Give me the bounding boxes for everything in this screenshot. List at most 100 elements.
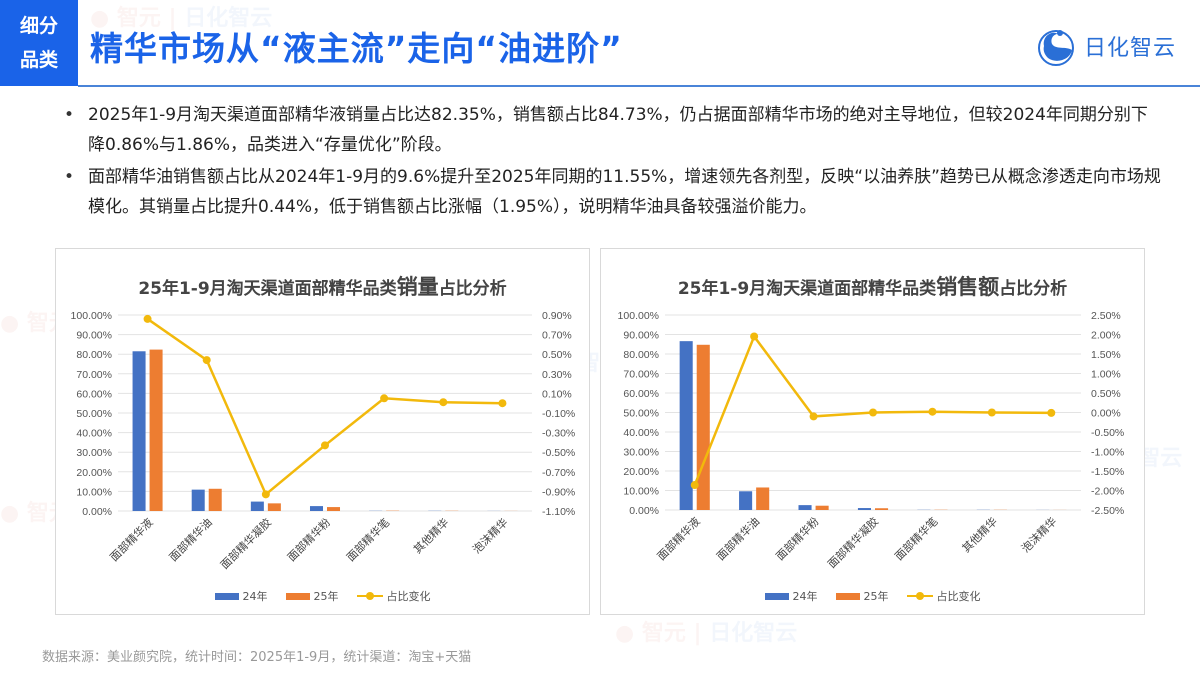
y-right-tick: 0.90% — [542, 310, 572, 322]
legend-label: 25年 — [313, 590, 339, 603]
y-right-tick: 0.10% — [542, 388, 572, 400]
legend-line-icon — [356, 592, 383, 600]
sales-amount-chart: 25年1-9月淘天渠道面部精华品类销售额占比分析 100.00% 2.50% 90.… — [600, 248, 1145, 615]
y-left-tick: 30.00% — [623, 447, 659, 459]
logo-icon — [1038, 30, 1074, 66]
x-category-label: 其他精华 — [410, 515, 451, 556]
y-right-tick: -0.50% — [1091, 427, 1124, 439]
chart-title-post: 占比分析 — [999, 279, 1068, 299]
category-tag: 细分 品类 — [0, 0, 78, 86]
chart-plot: 100.00% 0.90% 90.00% 0.70% 80.00% 0.50% 70.00%… — [71, 310, 576, 572]
bullet-item: • 面部精华油销售额占比从2024年1-9月的9.6%提升至2025年同期的11… — [62, 162, 1162, 222]
line-point — [498, 399, 507, 408]
chart-title-pre: 25年1-9月淘天渠道面部精华品类 — [138, 279, 397, 299]
y-right-tick: 0.30% — [542, 369, 572, 381]
chart-title-pre: 25年1-9月淘天渠道面部精华品类 — [677, 279, 937, 299]
x-category-label: 面部精华液 — [654, 514, 703, 563]
x-category-label: 面部精华粉 — [773, 514, 822, 563]
bar-25年 — [267, 503, 281, 511]
line-point — [750, 332, 759, 341]
x-category-label: 面部精华油 — [713, 514, 762, 563]
logo: 日化智云 — [1034, 24, 1176, 68]
bullet-text: 2025年1-9月淘天渠道面部精华液销量占比达82.35%，销售额占比84.73… — [88, 105, 1148, 155]
chart-title: 25年1-9月淘天渠道面部精华品类销售额占比分析 — [601, 271, 1144, 301]
bullet-dot-icon: • — [64, 105, 75, 125]
bar-24年 — [132, 351, 146, 511]
header: 细分 品类 精华市场从“液主流”走向“油进阶” 日化智云 — [0, 0, 1200, 87]
bullet-text: 面部精华油销售额占比从2024年1-9月的9.6%提升至2025年同期的11.5… — [88, 167, 1161, 217]
y-right-tick: 1.00% — [1091, 369, 1121, 381]
line-point — [690, 481, 699, 490]
line-point — [261, 490, 270, 499]
category-tag-line2: 品类 — [19, 49, 58, 71]
legend-label: 24年 — [242, 590, 268, 603]
watermark: ● 智元 | 日化智云 — [615, 621, 798, 646]
legend-swatch-icon — [764, 592, 789, 600]
chart-title-emphasis: 销售额 — [936, 275, 1000, 299]
line-point — [1047, 408, 1056, 417]
sales-volume-chart: 25年1-9月淘天渠道面部精华品类销量占比分析 100.00% 0.90% 90.0… — [55, 248, 590, 615]
y-left-tick: 80.00% — [76, 349, 112, 361]
y-right-tick: 0.70% — [542, 330, 572, 342]
y-right-tick: -0.90% — [542, 486, 575, 498]
y-right-tick: -0.70% — [542, 467, 575, 479]
legend-label: 25年 — [863, 590, 889, 603]
bar-25年 — [327, 507, 341, 511]
y-right-tick: -2.50% — [1091, 505, 1124, 517]
y-right-tick: 0.50% — [1091, 388, 1121, 400]
legend-item-25: 25年 — [285, 588, 339, 604]
y-right-tick: -1.50% — [1091, 466, 1124, 478]
x-category-label: 面部精华凝胶 — [217, 515, 274, 572]
line-point — [202, 356, 211, 365]
legend-label: 占比变化 — [386, 590, 431, 603]
legend-line-icon — [906, 592, 933, 600]
legend-swatch-icon — [285, 592, 310, 600]
y-left-tick: 100.00% — [618, 310, 659, 322]
y-right-tick: -2.00% — [1091, 486, 1124, 498]
line-point — [143, 314, 152, 323]
header-divider — [78, 85, 1200, 87]
y-left-tick: 10.00% — [76, 486, 112, 498]
logo-text: 日化智云 — [1084, 36, 1177, 61]
bar-25年 — [149, 349, 163, 511]
line-point — [321, 441, 329, 450]
legend-swatch-icon — [214, 592, 239, 600]
y-left-tick: 20.00% — [76, 467, 112, 479]
y-left-tick: 60.00% — [76, 388, 112, 400]
y-left-tick: 0.00% — [82, 506, 112, 518]
legend-swatch-icon — [835, 592, 860, 600]
bar-25年 — [815, 505, 829, 510]
line-point — [809, 412, 818, 421]
y-left-tick: 100.00% — [71, 310, 112, 322]
y-right-tick: 0.50% — [542, 349, 572, 361]
y-left-tick: 40.00% — [623, 427, 659, 439]
y-left-tick: 90.00% — [76, 330, 112, 342]
y-right-tick: 2.00% — [1091, 330, 1121, 342]
chart-title-emphasis: 销量 — [396, 275, 439, 299]
y-left-tick: 0.00% — [629, 505, 659, 517]
y-left-tick: 90.00% — [623, 330, 659, 342]
bar-24年 — [679, 341, 693, 510]
bar-24年 — [739, 491, 753, 510]
bar-24年 — [309, 506, 323, 511]
x-category-label: 泡沫精华 — [470, 515, 511, 556]
page-title: 精华市场从“液主流”走向“油进阶” — [90, 29, 623, 68]
bullet-list: • 2025年1-9月淘天渠道面部精华液销量占比达82.35%，销售额占比84.… — [62, 100, 1162, 224]
y-right-tick: -1.10% — [542, 506, 575, 518]
chart-legend: 24年 25年 占比变化 — [601, 588, 1144, 604]
category-tag-line1: 细分 — [19, 15, 58, 37]
bullet-item: • 2025年1-9月淘天渠道面部精华液销量占比达82.35%，销售额占比84.… — [62, 100, 1162, 160]
y-left-tick: 50.00% — [623, 408, 659, 420]
legend-item-24: 24年 — [214, 588, 268, 604]
bar-24年 — [250, 501, 264, 511]
y-right-tick: -0.10% — [542, 408, 575, 420]
data-source-note: 数据来源：美业颜究院，统计时间：2025年1-9月，统计渠道：淘宝+天猫 — [42, 650, 472, 665]
y-right-tick: -1.00% — [1091, 447, 1124, 459]
chart-legend: 24年 25年 占比变化 — [56, 588, 589, 604]
legend-label: 占比变化 — [936, 590, 981, 603]
legend-item-change: 占比变化 — [906, 588, 981, 604]
line-point — [869, 408, 877, 417]
y-right-tick: -0.50% — [542, 447, 575, 459]
y-right-tick: 1.50% — [1091, 349, 1121, 361]
line-point — [380, 394, 389, 403]
